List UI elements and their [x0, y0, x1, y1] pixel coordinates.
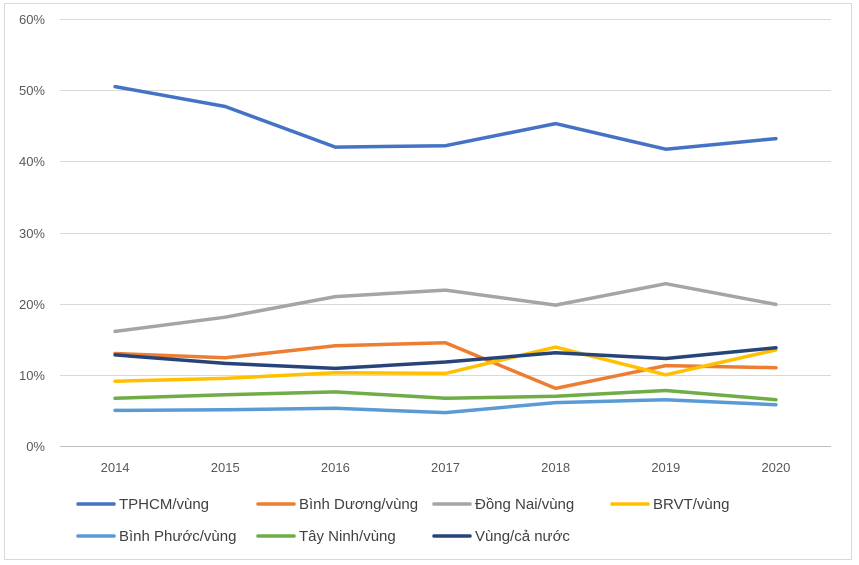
legend-item: BRVT/vùng [610, 496, 729, 513]
y-tick-label: 30% [19, 226, 45, 241]
legend-item: Bình Dương/vùng [256, 496, 418, 513]
x-tick-label: 2017 [431, 460, 460, 475]
legend-label: Tây Ninh/vùng [299, 528, 396, 545]
y-tick-label: 50% [19, 83, 45, 98]
legend-label: Bình Dương/vùng [299, 496, 418, 513]
legend-item: TPHCM/vùng [76, 496, 209, 513]
series-line-4 [113, 397, 778, 415]
series-line-5 [113, 388, 778, 402]
legend-label: Bình Phước/vùng [119, 528, 236, 545]
y-tick-label: 60% [19, 12, 45, 27]
x-tick-label: 2018 [541, 460, 570, 475]
legend-item: Bình Phước/vùng [76, 528, 236, 545]
x-tick-label: 2019 [651, 460, 680, 475]
legend-item: Đồng Nai/vùng [432, 496, 574, 513]
y-tick-label: 20% [19, 297, 45, 312]
chart-frame [4, 3, 852, 560]
y-tick-label: 0% [26, 439, 45, 454]
y-axis-ticks: 0% 10% 20% 30% 40% 50% 60% [19, 12, 45, 454]
x-tick-label: 2016 [321, 460, 350, 475]
x-tick-label: 2015 [211, 460, 240, 475]
legend-label: BRVT/vùng [653, 496, 729, 513]
legend-item: Tây Ninh/vùng [256, 528, 396, 545]
series-line-2 [113, 281, 778, 334]
y-tick-label: 10% [19, 368, 45, 383]
legend-item: Vùng/cả nước [432, 528, 570, 545]
legend-label: Đồng Nai/vùng [475, 496, 574, 513]
x-axis-ticks: 2014 2015 2016 2017 2018 2019 2020 [101, 460, 791, 475]
series-lines [113, 84, 778, 415]
series-line-6 [113, 346, 778, 371]
x-tick-label: 2020 [761, 460, 790, 475]
legend: TPHCM/vùng Bình Dương/vùng Đồng Nai/vùng BR… [76, 496, 729, 545]
series-line-3 [113, 345, 778, 383]
gridlines [60, 19, 831, 447]
legend-label: Vùng/cả nước [475, 528, 570, 545]
y-tick-label: 40% [19, 154, 45, 169]
legend-label: TPHCM/vùng [119, 496, 209, 513]
series-line-0 [113, 84, 778, 151]
series-line-1 [113, 341, 778, 391]
x-tick-label: 2014 [101, 460, 130, 475]
